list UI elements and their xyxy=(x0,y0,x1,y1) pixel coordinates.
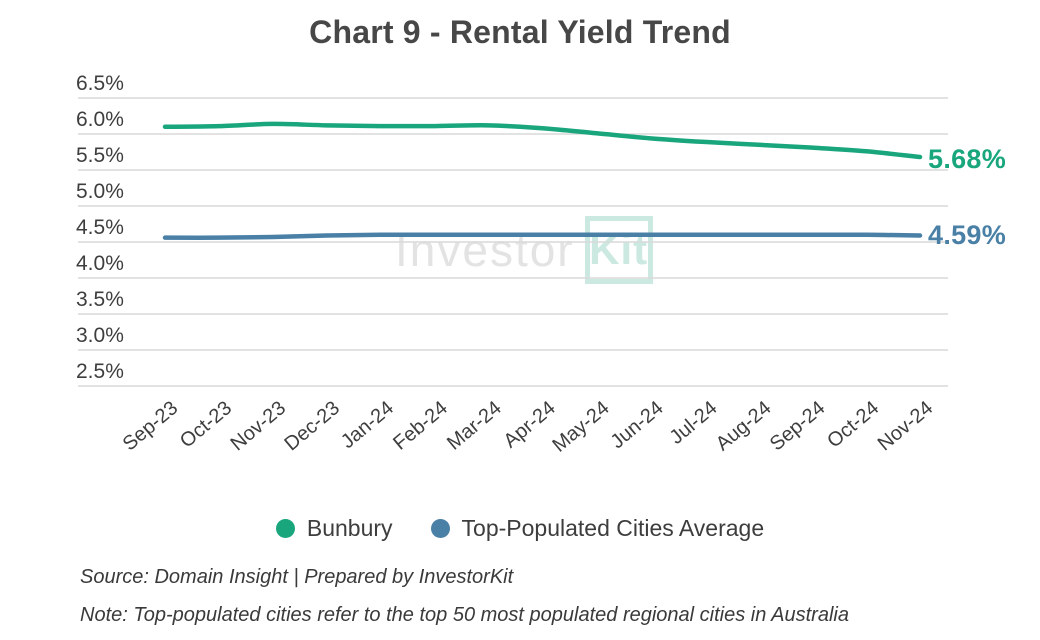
svg-text:5.5%: 5.5% xyxy=(76,144,124,167)
svg-text:Mar-24: Mar-24 xyxy=(443,397,506,455)
svg-text:Aug-24: Aug-24 xyxy=(712,397,776,455)
svg-text:2.5%: 2.5% xyxy=(76,360,124,383)
bunbury-legend-dot-icon xyxy=(275,519,295,538)
svg-text:Sep-23: Sep-23 xyxy=(119,397,183,455)
svg-text:Nov-24: Nov-24 xyxy=(874,397,938,455)
svg-text:4.5%: 4.5% xyxy=(76,216,124,239)
svg-text:Feb-24: Feb-24 xyxy=(389,397,452,455)
svg-text:3.5%: 3.5% xyxy=(76,288,124,311)
chart-legend: Bunbury Top-Populated Cities Average xyxy=(0,515,1040,542)
svg-text:Dec-23: Dec-23 xyxy=(280,397,344,455)
svg-text:5.0%: 5.0% xyxy=(76,180,124,203)
svg-text:May-24: May-24 xyxy=(548,397,613,457)
cities-average-legend-dot-icon xyxy=(430,519,450,538)
svg-text:Sep-24: Sep-24 xyxy=(766,397,830,455)
svg-text:6.5%: 6.5% xyxy=(76,72,124,95)
bunbury-end-value-label: 5.68% xyxy=(928,144,1007,174)
footnote: Note: Top-populated cities refer to the … xyxy=(80,604,849,626)
source-attribution: Source: Domain Insight | Prepared by Inv… xyxy=(80,566,514,588)
svg-text:Jan-24: Jan-24 xyxy=(337,397,398,453)
svg-text:4.0%: 4.0% xyxy=(76,252,124,275)
bunbury-legend-label: Bunbury xyxy=(306,515,393,541)
cities-average-end-value-label: 4.59% xyxy=(928,220,1007,250)
legend-item-cities-average: Top-Populated Cities Average xyxy=(430,515,765,542)
svg-text:6.0%: 6.0% xyxy=(76,108,124,131)
svg-text:3.0%: 3.0% xyxy=(76,324,124,347)
legend-item-bunbury: Bunbury xyxy=(275,515,393,542)
svg-text:Nov-23: Nov-23 xyxy=(227,397,291,455)
chart-title: Chart 9 - Rental Yield Trend xyxy=(309,14,731,50)
svg-text:Oct-24: Oct-24 xyxy=(823,397,883,452)
cities-average-legend-label: Top-Populated Cities Average xyxy=(461,515,765,541)
rental-yield-line-chart: 6.5% 6.0% 5.5% 5.0% 4.5% 4.0% 3.5% 3.0% 2.5% Sep-… xyxy=(76,72,948,457)
svg-text:Jun-24: Jun-24 xyxy=(607,397,668,453)
svg-text:Oct-23: Oct-23 xyxy=(176,397,236,452)
